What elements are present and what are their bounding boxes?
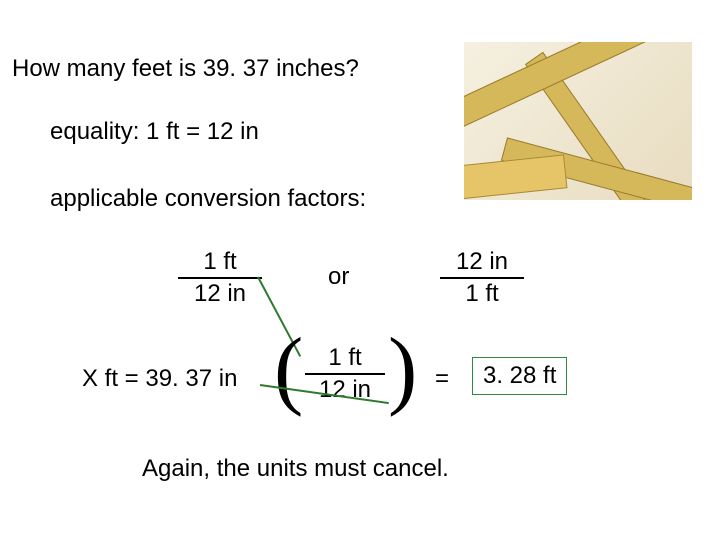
slide: How many feet is 39. 37 inches? equality…	[0, 0, 720, 540]
fraction-numerator: 1 ft	[178, 248, 262, 276]
conversion-factor-2: 12 in 1 ft	[440, 248, 524, 308]
rulers-image	[464, 42, 692, 200]
fraction-bar	[305, 373, 385, 375]
units-cancel-text: Again, the units must cancel.	[142, 455, 449, 483]
conversion-factor-1: 1 ft 12 in	[178, 248, 262, 308]
paren-open: (	[274, 326, 303, 414]
factors-label: applicable conversion factors:	[50, 185, 366, 213]
fraction-numerator: 12 in	[440, 248, 524, 276]
equals-sign: =	[435, 365, 449, 393]
fraction-bar	[178, 277, 262, 279]
paren-close: )	[388, 326, 417, 414]
equality-text: equality: 1 ft = 12 in	[50, 118, 259, 146]
answer-box: 3. 28 ft	[472, 357, 567, 395]
ruler-graphic	[464, 154, 567, 199]
fraction-denominator: 12 in	[178, 280, 262, 308]
fraction-denominator: 1 ft	[440, 280, 524, 308]
question-text: How many feet is 39. 37 inches?	[12, 55, 359, 83]
equation-lhs: X ft = 39. 37 in	[82, 365, 237, 393]
fraction-numerator: 1 ft	[305, 344, 385, 372]
or-text: or	[328, 263, 349, 291]
fraction-bar	[440, 277, 524, 279]
